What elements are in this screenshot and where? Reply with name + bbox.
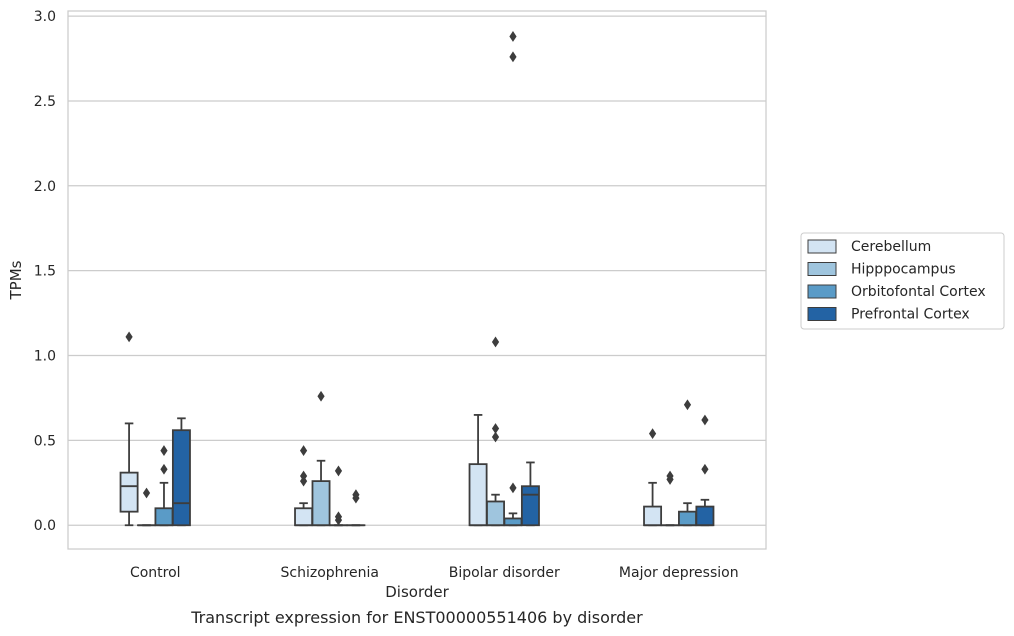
box-group: [171, 417, 191, 527]
box: [294, 507, 314, 527]
legend-frame: [800, 232, 1005, 330]
legend-label: Prefrontal Cortex: [851, 307, 970, 323]
outlier-point: [160, 445, 168, 456]
x-axis-title: Disorder: [385, 583, 449, 601]
y-tick-label: 1.5: [34, 264, 56, 280]
box: [520, 485, 540, 527]
chart-caption: Transcript expression for ENST0000055140…: [190, 608, 643, 627]
legend-label: Hipppocampus: [851, 262, 956, 278]
box-group: [520, 461, 540, 527]
outlier-point: [491, 336, 500, 348]
box-group: [695, 414, 715, 527]
outlier-point: [125, 331, 133, 343]
legend-label: Cerebellum: [851, 239, 931, 255]
x-tick-label: Bipolar disorder: [449, 565, 560, 581]
outlier-point: [160, 463, 168, 475]
outlier-point: [334, 465, 343, 477]
box-group: [329, 465, 348, 527]
outlier-point: [683, 399, 692, 411]
box: [468, 463, 488, 527]
box: [119, 471, 139, 513]
outlier-point: [509, 31, 517, 42]
legend-swatch: [807, 307, 837, 321]
box-group: [119, 331, 139, 527]
box-group: [486, 336, 505, 527]
x-tick-label: Major depression: [619, 565, 739, 581]
box-group: [468, 414, 488, 527]
box-group: [154, 445, 174, 527]
y-axis-title: TPMs: [7, 260, 25, 300]
box: [486, 500, 505, 527]
x-axis-ticks: Control Schizophrenia Bipolar disorder Majo…: [130, 565, 739, 581]
outlier-point: [142, 487, 151, 499]
box-group: [678, 399, 697, 527]
outlier-point: [299, 445, 308, 456]
box: [311, 480, 331, 527]
y-tick-label: 0.5: [34, 433, 56, 449]
plot-frame: [67, 10, 767, 550]
x-tick-label: Control: [130, 565, 181, 581]
legend-item: Hipppocampus: [807, 262, 956, 278]
y-tick-label: 3.0: [34, 9, 56, 25]
outlier-point: [317, 390, 325, 402]
outlier-point: [491, 431, 500, 443]
legend-swatch: [807, 239, 837, 254]
box-group: [643, 428, 663, 527]
box: [154, 507, 174, 527]
legend-swatch: [807, 262, 837, 276]
outlier-point: [491, 423, 500, 434]
legend-item: Orbitofontal Cortex: [807, 284, 986, 300]
box-plots: [119, 31, 715, 527]
box-group: [311, 390, 331, 527]
legend-item: Prefrontal Cortex: [807, 307, 970, 323]
legend-swatch: [807, 284, 837, 299]
box: [695, 505, 715, 527]
box-group: [503, 31, 523, 527]
outlier-point: [701, 414, 709, 426]
outlier-point: [334, 511, 343, 523]
box: [171, 429, 191, 527]
box: [678, 510, 697, 527]
outlier-point: [648, 428, 657, 439]
legend-item: Cerebellum: [807, 239, 931, 255]
outlier-point: [666, 470, 674, 482]
box-group: [346, 489, 366, 527]
outlier-point: [299, 470, 308, 482]
box: [503, 517, 523, 527]
box-group: [660, 470, 680, 527]
legend-label: Orbitofontal Cortex: [851, 284, 986, 300]
outlier-point: [701, 463, 709, 475]
box-group: [294, 445, 314, 527]
y-tick-label: 1.0: [34, 349, 56, 365]
outlier-point: [352, 489, 360, 501]
box: [643, 505, 663, 527]
legend: Cerebellum Hipppocampus Orbitofontal Corte…: [800, 232, 1005, 330]
outlier-point: [509, 51, 517, 63]
y-tick-label: 2.5: [34, 94, 56, 110]
x-tick-label: Schizophrenia: [281, 565, 379, 581]
y-tick-label: 2.0: [34, 179, 56, 195]
y-tick-label: 0.0: [34, 518, 56, 534]
outlier-point: [509, 482, 517, 494]
y-axis-ticks: 0.0 0.5 1.0 1.5 2.0 2.5 3.0: [34, 9, 56, 534]
